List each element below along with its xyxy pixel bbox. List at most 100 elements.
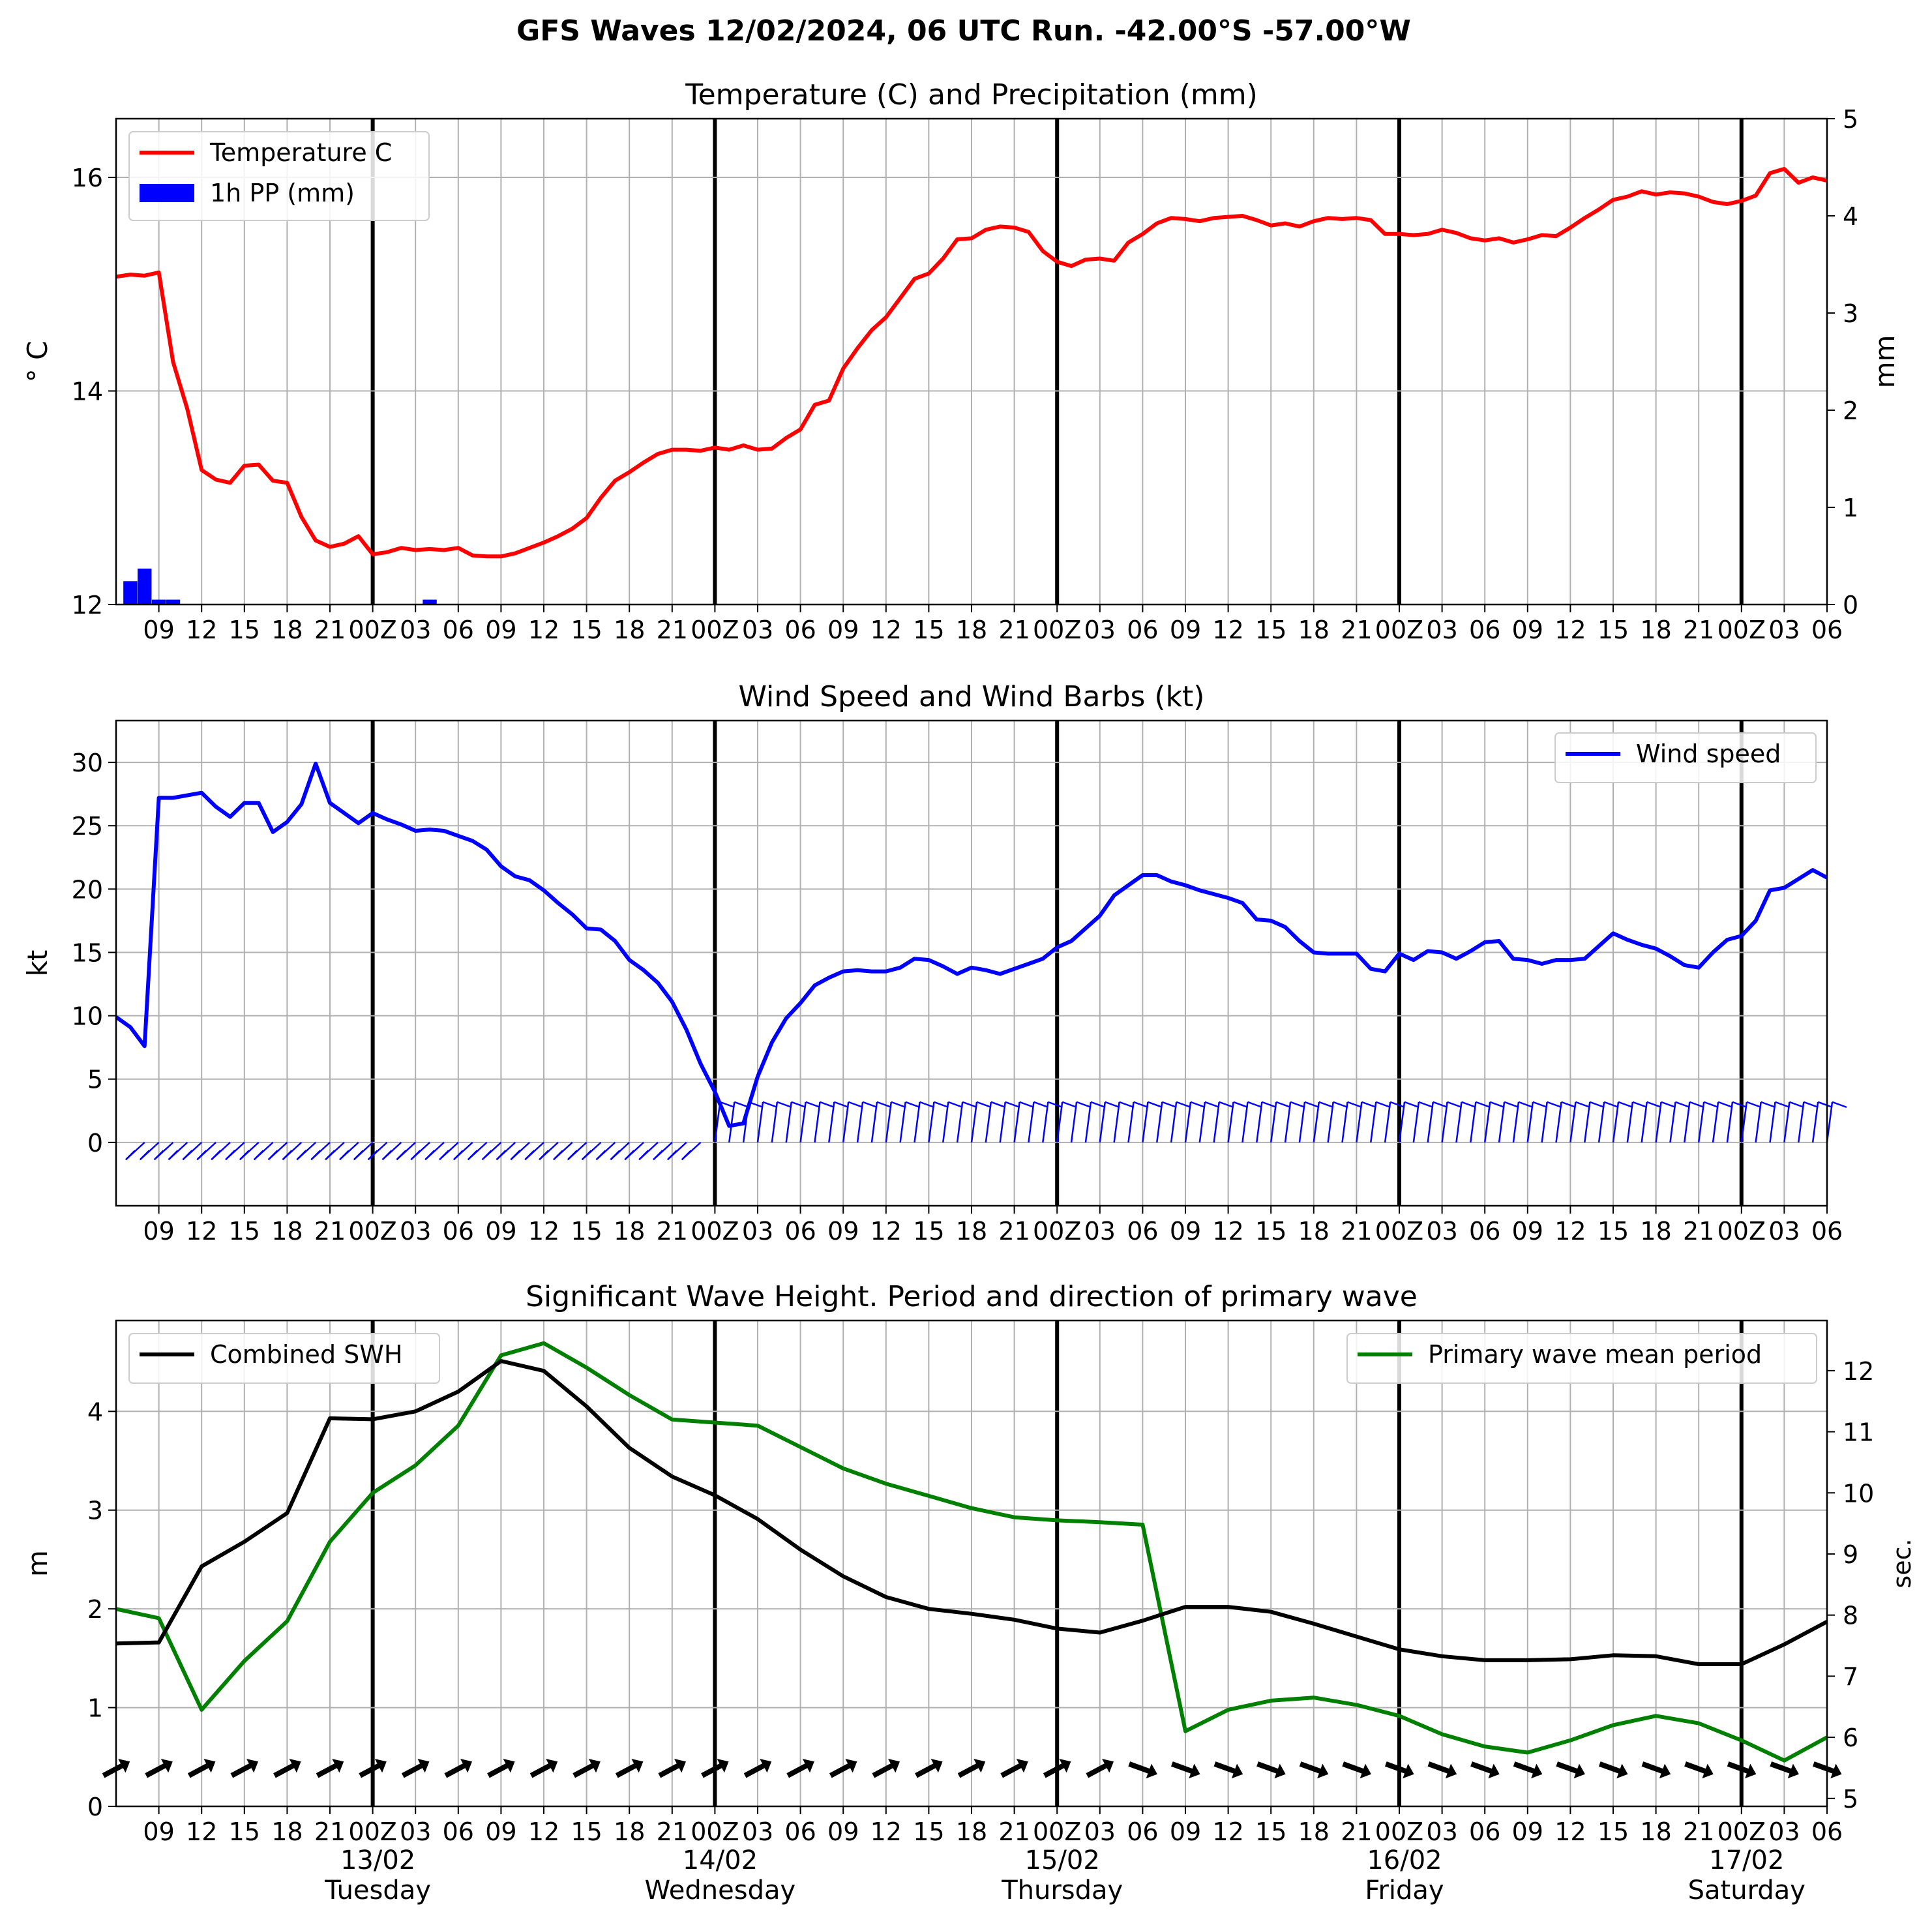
wind-barb <box>1127 1101 1135 1143</box>
wind-barb-flag <box>1133 1101 1148 1109</box>
wave-direction-arrow <box>1427 1761 1457 1779</box>
wind-barb <box>1113 1101 1120 1143</box>
x-tick-label: 03 <box>1084 616 1116 644</box>
x-tick-label: 03 <box>1426 616 1457 644</box>
wave-direction-arrow <box>359 1759 387 1778</box>
wind-barb-flag <box>1361 1101 1376 1109</box>
wind-barb-flag <box>1561 1101 1576 1109</box>
wind-barb <box>1099 1101 1107 1143</box>
x-tick-label: 21 <box>1341 1217 1372 1246</box>
panel-title: Significant Wave Height. Period and dire… <box>526 1280 1418 1313</box>
wind-barb-flag <box>1475 1101 1491 1109</box>
wind-barb-flag <box>1761 1101 1776 1109</box>
x-tick-label: 12 <box>1554 1817 1586 1846</box>
x-tick-label: 21 <box>657 1817 688 1846</box>
y2-tick-label: 8 <box>1843 1602 1858 1630</box>
x-tick-label: 09 <box>1512 1817 1543 1846</box>
x-tick-label: 00Z <box>691 616 739 644</box>
wind-barb-flag <box>1019 1101 1035 1109</box>
x-tick-label: 21 <box>998 1217 1030 1246</box>
x-tick-label: 18 <box>271 1817 303 1846</box>
wave-direction-arrow <box>829 1759 857 1778</box>
x-tick-label: 21 <box>998 1817 1030 1846</box>
wind-barb <box>1384 1101 1391 1143</box>
wind-barb-flag <box>1603 1101 1619 1109</box>
legend-label: 1h PP (mm) <box>210 179 355 207</box>
wind-barb-flag <box>424 1150 436 1161</box>
wave-direction-arrow <box>915 1759 943 1778</box>
x-tick-label: 03 <box>400 1217 431 1246</box>
wind-barb-flag <box>1832 1101 1847 1109</box>
y-tick-label: 4 <box>87 1397 103 1426</box>
wind-barb <box>899 1101 906 1143</box>
x-tick-label: 21 <box>314 1817 346 1846</box>
wind-barb-flag <box>1233 1101 1249 1109</box>
wave-direction-arrow <box>487 1759 515 1778</box>
wind-barb-flag <box>1433 1101 1448 1109</box>
wind-barb-flag <box>396 1150 407 1161</box>
x-tick-label: 06 <box>1127 616 1158 644</box>
wind-barb-flag <box>567 1150 578 1161</box>
wind-barb-flag <box>1732 1101 1747 1109</box>
wind-barb <box>1028 1101 1035 1143</box>
legend-label: Wind speed <box>1636 739 1781 768</box>
x-tick-label: 00Z <box>691 1817 739 1846</box>
y-tick-label: 0 <box>87 1793 103 1821</box>
wind-barb-flag <box>905 1101 921 1109</box>
wind-barb-flag <box>1775 1101 1790 1109</box>
x-tick-label: 09 <box>1512 1217 1543 1246</box>
wind-barb-flag <box>876 1101 892 1109</box>
day-weekday-label: Saturday <box>1688 1875 1806 1905</box>
wind-barb-flag <box>1033 1101 1048 1109</box>
x-tick-label: 18 <box>1298 1217 1330 1246</box>
wind-barb <box>1327 1101 1334 1143</box>
wave-direction-arrow <box>1342 1761 1371 1779</box>
wind-barb <box>771 1101 779 1143</box>
wind-barb-flag <box>1618 1101 1633 1109</box>
wind-barb <box>1298 1101 1306 1143</box>
wind-barb-flag <box>919 1101 934 1109</box>
wind-barb-flag <box>1461 1101 1476 1109</box>
wind-barb-flag <box>762 1101 778 1109</box>
wind-barb <box>728 1101 736 1143</box>
wind-barb-flag <box>891 1101 906 1109</box>
wind-barb-flag <box>496 1150 507 1161</box>
wind-barb <box>1070 1101 1078 1143</box>
x-tick-label: 06 <box>1127 1217 1158 1246</box>
wave-direction-arrow <box>658 1759 686 1778</box>
precip-bar <box>151 599 166 605</box>
wind-barb <box>799 1101 807 1143</box>
x-tick-label: 06 <box>784 1217 816 1246</box>
wind-barb <box>1669 1101 1676 1143</box>
wind-barb-flag <box>125 1150 136 1161</box>
wind-barb <box>1541 1101 1548 1143</box>
wind-barb-flag <box>296 1150 307 1161</box>
wind-barb <box>1256 1101 1263 1143</box>
x-tick-label: 09 <box>485 1217 516 1246</box>
wind-barb-flag <box>1290 1101 1305 1109</box>
wave-direction-arrow <box>1513 1761 1543 1779</box>
wind-barb-flag <box>439 1150 449 1161</box>
x-tick-label: 03 <box>1768 1817 1800 1846</box>
x-tick-label: 21 <box>1683 1817 1714 1846</box>
x-tick-label: 15 <box>1255 1817 1286 1846</box>
wind-barb-flag <box>1418 1101 1434 1109</box>
x-tick-label: 06 <box>1811 1817 1843 1846</box>
y-tick-label: 2 <box>87 1595 103 1624</box>
x-tick-label: 00Z <box>1717 1217 1766 1246</box>
day-weekday-label: Tuesday <box>324 1875 431 1905</box>
wind-barb-flag <box>820 1101 835 1109</box>
wind-barb-flag <box>196 1150 207 1161</box>
wind-barb-flag <box>1005 1101 1020 1109</box>
wave-direction-arrow <box>572 1759 601 1778</box>
wind-barb-flag <box>1504 1101 1519 1109</box>
wind-barb <box>714 1101 721 1143</box>
legend-swatch <box>140 184 194 202</box>
wind-barb <box>1213 1101 1220 1143</box>
x-tick-label: 12 <box>528 1817 559 1846</box>
wind-barb-flag <box>182 1150 193 1161</box>
day-date-label: 15/02 <box>1025 1845 1100 1875</box>
x-tick-label: 18 <box>956 1217 987 1246</box>
y-axis-label: kt <box>22 950 53 977</box>
